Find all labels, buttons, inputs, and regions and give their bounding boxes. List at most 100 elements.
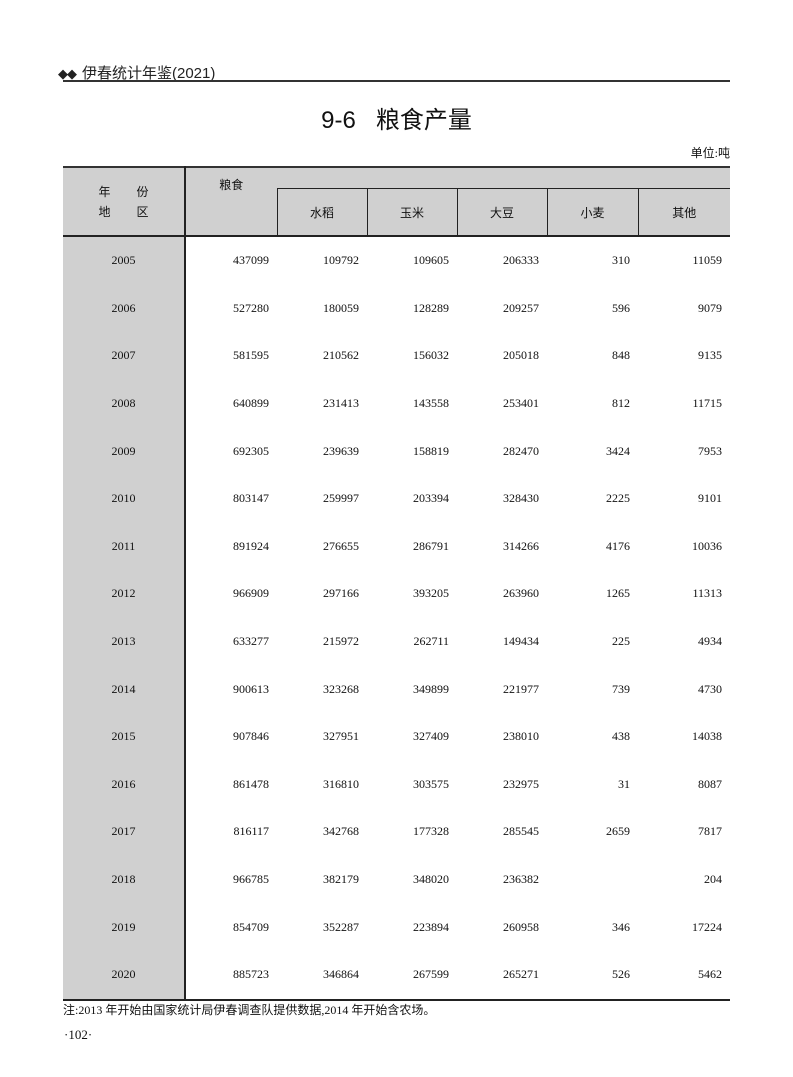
value-cell: 236382 (503, 872, 539, 887)
value-cell: 596 (612, 300, 630, 315)
year-cell: 2015 (63, 712, 186, 761)
value-cell: 438 (612, 729, 630, 744)
value-cell: 9079 (698, 300, 722, 315)
value-cell: 282470 (503, 443, 539, 458)
value-cell: 177328 (413, 824, 449, 839)
other-header: 其他 (637, 188, 730, 236)
value-cell: 203394 (413, 491, 449, 506)
value-cell: 633277 (233, 634, 269, 649)
diamond-marker-icon: ◆◆ (58, 66, 77, 81)
table-row: 2020 885723 346864 267599 265271 526 5462 (63, 950, 730, 1001)
value-cell: 854709 (233, 919, 269, 934)
value-cell: 348020 (413, 872, 449, 887)
year-cell: 2017 (63, 808, 186, 856)
value-cell: 215972 (323, 634, 359, 649)
table-row: 2010 803147 259997 203394 328430 2225 9101 (63, 474, 730, 523)
value-cell: 382179 (323, 872, 359, 887)
page-number: ·102· (64, 1027, 93, 1042)
value-cell: 210562 (323, 348, 359, 363)
value-cell: 205018 (503, 348, 539, 363)
value-cell: 437099 (185, 235, 277, 285)
table-row: 2005 437099 109792 109605 206333 310 11059 (63, 235, 730, 285)
value-cell: 5462 (638, 950, 730, 1001)
value-cell: 4176 (606, 538, 630, 553)
value-cell: 267599 (367, 950, 457, 1001)
value-cell: 310 (547, 235, 638, 285)
year-cell: 2018 (63, 855, 186, 904)
value-cell: 232975 (503, 776, 539, 791)
year-cell: 2006 (63, 284, 186, 333)
year-cell: 2005 (63, 235, 186, 285)
grain-production-table: 年 份 地 区 粮食 水稻 玉米 大豆 小麦 其他 2005 437099 109792… (63, 166, 730, 1001)
table-body: 2005 437099 109792 109605 206333 310 11059 2006… (63, 235, 730, 1001)
rice-header: 水稻 (276, 188, 367, 236)
value-cell: 527280 (233, 300, 269, 315)
year-cell: 2019 (63, 903, 186, 951)
value-cell: 158819 (413, 443, 449, 458)
value-cell: 263960 (503, 586, 539, 601)
value-cell: 285545 (503, 824, 539, 839)
table-row: 2012 966909 297166 393205 263960 1265 11313 (63, 570, 730, 618)
page-title: 9-6 粮食产量 (0, 100, 793, 135)
year-cell: 2010 (63, 474, 186, 523)
header-char: 份 (136, 184, 149, 199)
value-cell: 900613 (233, 681, 269, 696)
value-cell: 314266 (503, 538, 539, 553)
value-cell: 7817 (698, 824, 722, 839)
header-char: 区 (136, 204, 149, 219)
value-cell: 323268 (323, 681, 359, 696)
value-cell: 885723 (185, 950, 277, 1001)
corn-header: 玉米 (366, 188, 457, 236)
value-cell: 966785 (233, 872, 269, 887)
book-title: 伊春统计年鉴(2021) (82, 65, 216, 82)
value-cell: 206333 (457, 235, 547, 285)
year-cell: 2012 (63, 570, 186, 618)
table-row: 2013 633277 215972 262711 149434 225 4934 (63, 617, 730, 666)
value-cell: 4934 (698, 634, 722, 649)
value-cell: 156032 (413, 348, 449, 363)
value-cell: 346864 (277, 950, 367, 1001)
value-cell: 316810 (323, 776, 359, 791)
wheat-header: 小麦 (546, 188, 638, 236)
value-cell: 640899 (233, 396, 269, 411)
header-spacer (277, 167, 730, 189)
table-row: 2016 861478 316810 303575 232975 31 8087 (63, 760, 730, 809)
table-row: 2011 891924 276655 286791 314266 4176 10036 (63, 522, 730, 571)
value-cell: 8087 (698, 776, 722, 791)
value-cell: 109605 (367, 235, 457, 285)
value-cell: 238010 (503, 729, 539, 744)
value-cell: 17224 (692, 919, 722, 934)
value-cell: 223894 (413, 919, 449, 934)
value-cell: 692305 (233, 443, 269, 458)
value-cell: 393205 (413, 586, 449, 601)
table-row: 2009 692305 239639 158819 282470 3424 7953 (63, 427, 730, 475)
header-rule (63, 80, 730, 82)
year-region-header: 年 份 地 区 (63, 167, 186, 236)
value-cell: 303575 (413, 776, 449, 791)
value-cell: 265271 (457, 950, 547, 1001)
grain-header: 粮食 (185, 167, 277, 236)
table-row: 2006 527280 180059 128289 209257 596 9079 (63, 284, 730, 333)
table-title: 粮食产量 (375, 107, 472, 134)
year-cell: 2008 (63, 379, 186, 428)
table-row: 2019 854709 352287 223894 260958 346 17224 (63, 903, 730, 951)
table-row: 2007 581595 210562 156032 205018 848 9135 (63, 332, 730, 380)
value-cell: 221977 (503, 681, 539, 696)
year-cell: 2016 (63, 760, 186, 809)
value-cell: 9135 (698, 348, 722, 363)
value-cell: 180059 (323, 300, 359, 315)
value-cell: 891924 (233, 538, 269, 553)
value-cell: 297166 (323, 586, 359, 601)
year-cell: 2014 (63, 665, 186, 713)
value-cell: 327409 (413, 729, 449, 744)
value-cell: 1265 (606, 586, 630, 601)
value-cell: 204 (704, 872, 722, 887)
year-cell: 2020 (63, 950, 186, 1001)
value-cell: 259997 (323, 491, 359, 506)
value-cell: 253401 (503, 396, 539, 411)
header-char: 年 (98, 184, 111, 199)
value-cell: 739 (612, 681, 630, 696)
value-cell: 286791 (413, 538, 449, 553)
value-cell: 3424 (606, 443, 630, 458)
header-char: 地 (98, 204, 111, 219)
